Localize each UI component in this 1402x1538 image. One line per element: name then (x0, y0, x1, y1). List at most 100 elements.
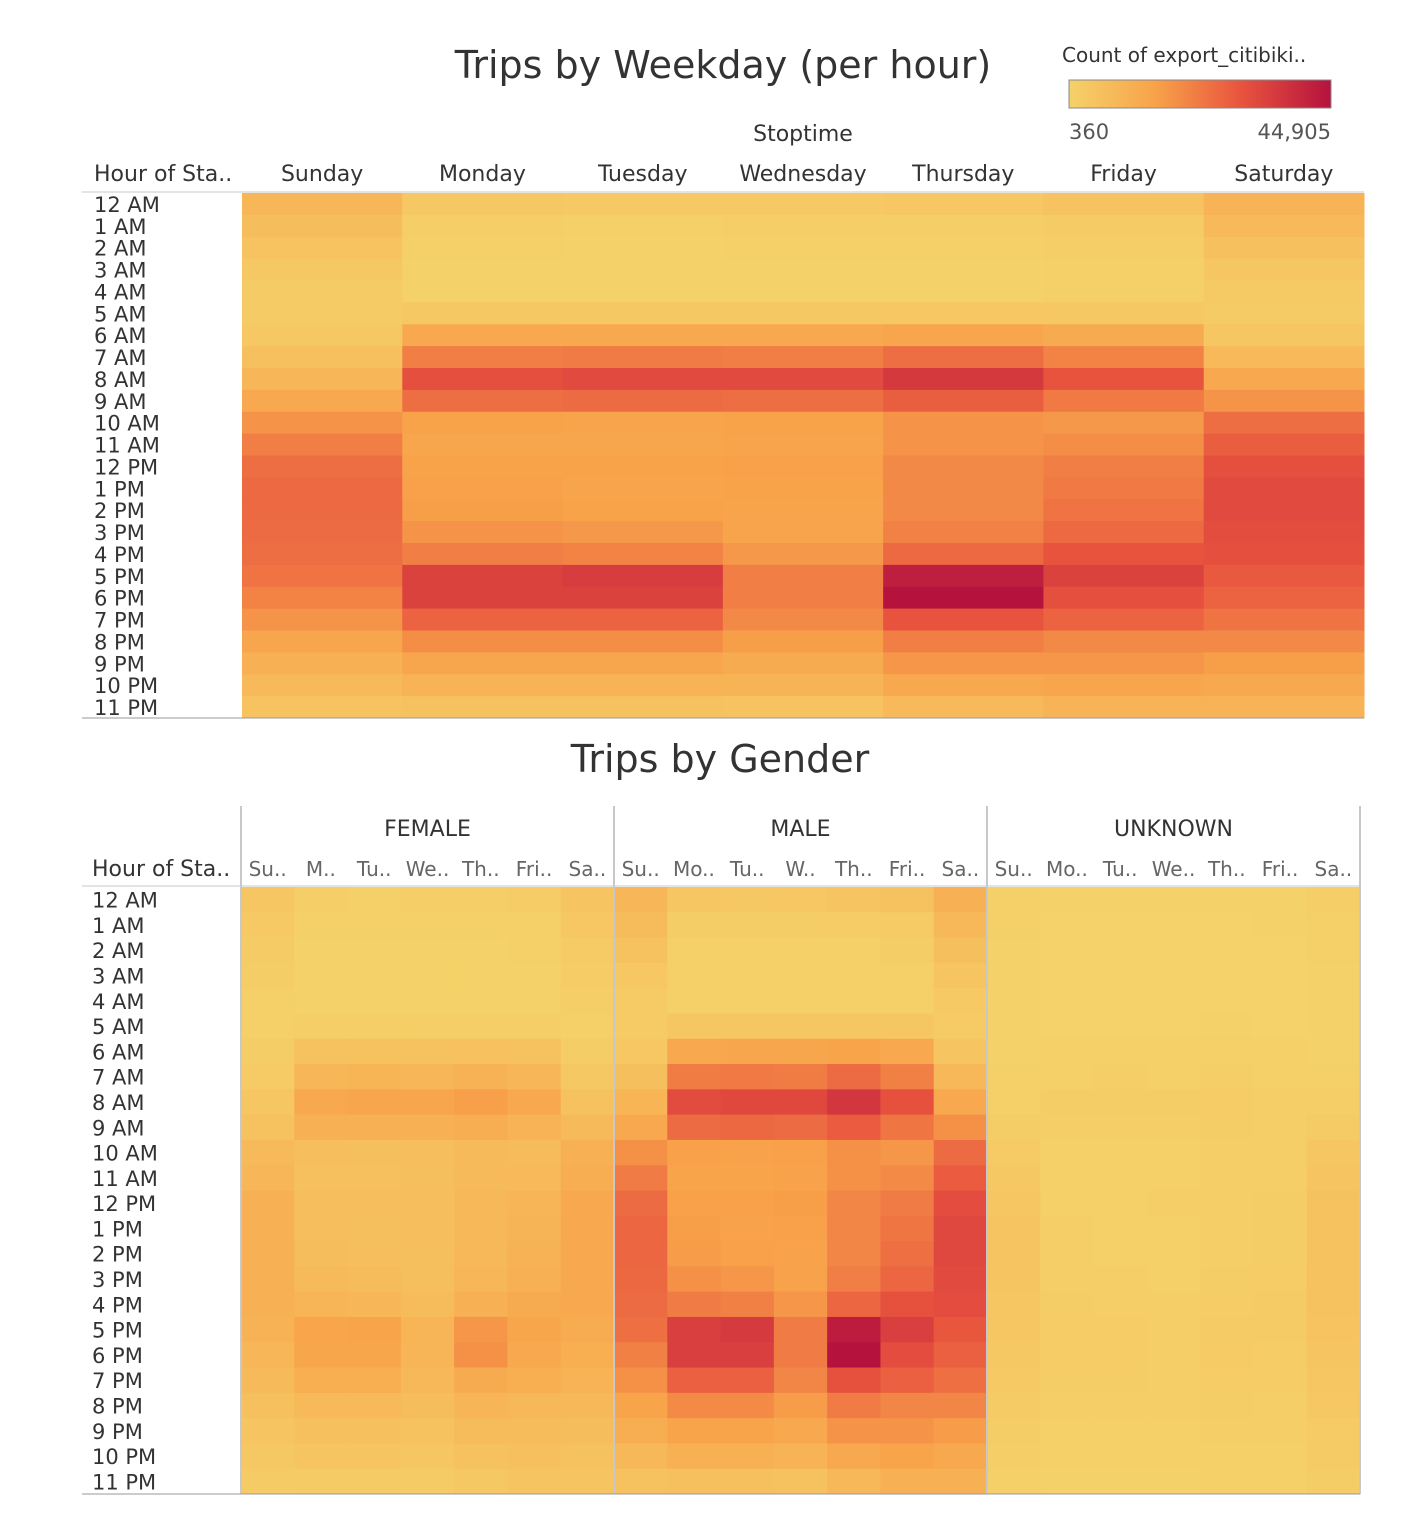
weekday-cell[interactable] (1203, 258, 1365, 281)
gender-cell[interactable] (560, 1089, 615, 1116)
weekday-cell[interactable] (1043, 214, 1205, 238)
weekday-cell[interactable] (402, 236, 564, 260)
gender-cell[interactable] (1200, 962, 1254, 989)
weekday-cell[interactable] (402, 630, 564, 653)
gender-cell[interactable] (614, 937, 668, 964)
gender-cell[interactable] (880, 988, 935, 1014)
gender-cell[interactable] (773, 1291, 828, 1318)
weekday-cell[interactable] (883, 411, 1044, 435)
gender-cell[interactable] (614, 962, 668, 989)
gender-cell[interactable] (667, 1038, 722, 1065)
gender-cell[interactable] (294, 937, 349, 964)
weekday-cell[interactable] (722, 324, 884, 347)
gender-cell[interactable] (773, 1215, 828, 1242)
weekday-cell[interactable] (1043, 696, 1205, 719)
gender-cell[interactable] (400, 1064, 455, 1090)
gender-cell[interactable] (987, 1038, 1041, 1065)
weekday-cell[interactable] (1043, 324, 1205, 347)
gender-cell[interactable] (1040, 1367, 1095, 1394)
weekday-cell[interactable] (562, 543, 724, 566)
weekday-cell[interactable] (1043, 411, 1205, 435)
weekday-cell[interactable] (402, 696, 564, 719)
weekday-cell[interactable] (1203, 280, 1365, 303)
weekday-cell[interactable] (562, 193, 724, 216)
gender-cell[interactable] (294, 1013, 349, 1040)
weekday-cell[interactable] (1203, 193, 1365, 216)
weekday-cell[interactable] (1043, 302, 1205, 325)
gender-cell[interactable] (880, 1215, 935, 1242)
weekday-cell[interactable] (722, 346, 884, 369)
weekday-cell[interactable] (722, 696, 884, 719)
gender-cell[interactable] (933, 1266, 988, 1293)
weekday-cell[interactable] (242, 389, 403, 413)
weekday-cell[interactable] (402, 543, 564, 566)
weekday-cell[interactable] (722, 586, 884, 610)
gender-cell[interactable] (241, 1241, 295, 1267)
gender-cell[interactable] (347, 1443, 402, 1470)
gender-cell[interactable] (933, 1443, 988, 1470)
gender-cell[interactable] (1093, 1316, 1148, 1343)
gender-cell[interactable] (933, 1241, 988, 1267)
gender-cell[interactable] (827, 1013, 881, 1040)
gender-cell[interactable] (1200, 912, 1254, 939)
gender-cell[interactable] (294, 1468, 349, 1495)
weekday-cell[interactable] (562, 324, 724, 347)
gender-cell[interactable] (560, 1291, 615, 1318)
gender-cell[interactable] (773, 1342, 828, 1369)
gender-cell[interactable] (347, 912, 402, 939)
gender-cell[interactable] (1146, 1190, 1201, 1217)
gender-cell[interactable] (827, 1165, 881, 1191)
gender-cell[interactable] (294, 1064, 349, 1090)
gender-cell[interactable] (1253, 887, 1308, 913)
weekday-cell[interactable] (883, 193, 1044, 216)
weekday-cell[interactable] (402, 521, 564, 544)
gender-cell[interactable] (827, 1342, 881, 1369)
weekday-cell[interactable] (562, 433, 724, 456)
weekday-cell[interactable] (562, 521, 724, 544)
gender-cell[interactable] (1200, 1367, 1254, 1394)
gender-cell[interactable] (880, 1114, 935, 1141)
gender-cell[interactable] (347, 937, 402, 964)
gender-cell[interactable] (294, 1215, 349, 1242)
gender-cell[interactable] (987, 912, 1041, 939)
weekday-cell[interactable] (1043, 630, 1205, 653)
gender-cell[interactable] (773, 1139, 828, 1166)
gender-cell[interactable] (454, 1241, 508, 1267)
weekday-cell[interactable] (722, 499, 884, 522)
gender-cell[interactable] (720, 1139, 775, 1166)
weekday-cell[interactable] (402, 389, 564, 413)
gender-cell[interactable] (347, 1089, 402, 1116)
gender-cell[interactable] (614, 912, 668, 939)
gender-cell[interactable] (1040, 1215, 1095, 1242)
weekday-cell[interactable] (883, 324, 1044, 347)
gender-cell[interactable] (720, 988, 775, 1014)
gender-cell[interactable] (507, 1038, 562, 1065)
gender-cell[interactable] (347, 1342, 402, 1369)
gender-cell[interactable] (720, 1064, 775, 1090)
gender-cell[interactable] (987, 1342, 1041, 1369)
gender-cell[interactable] (1040, 1089, 1095, 1116)
weekday-cell[interactable] (883, 455, 1044, 478)
gender-cell[interactable] (1306, 1468, 1361, 1495)
gender-cell[interactable] (827, 1468, 881, 1495)
gender-cell[interactable] (347, 1038, 402, 1065)
gender-cell[interactable] (720, 1089, 775, 1116)
weekday-cell[interactable] (1203, 696, 1365, 719)
gender-cell[interactable] (933, 1215, 988, 1242)
gender-cell[interactable] (987, 937, 1041, 964)
gender-cell[interactable] (241, 1342, 295, 1369)
gender-cell[interactable] (507, 1316, 562, 1343)
gender-cell[interactable] (1040, 1190, 1095, 1217)
gender-cell[interactable] (1093, 1190, 1148, 1217)
gender-cell[interactable] (667, 937, 722, 964)
gender-cell[interactable] (1093, 1241, 1148, 1267)
gender-cell[interactable] (454, 1392, 508, 1419)
weekday-cell[interactable] (242, 346, 403, 369)
gender-cell[interactable] (1093, 887, 1148, 913)
gender-cell[interactable] (667, 1215, 722, 1242)
gender-cell[interactable] (773, 912, 828, 939)
gender-cell[interactable] (1306, 1165, 1361, 1191)
gender-cell[interactable] (1200, 1418, 1254, 1444)
gender-cell[interactable] (1306, 1266, 1361, 1293)
gender-cell[interactable] (614, 1165, 668, 1191)
